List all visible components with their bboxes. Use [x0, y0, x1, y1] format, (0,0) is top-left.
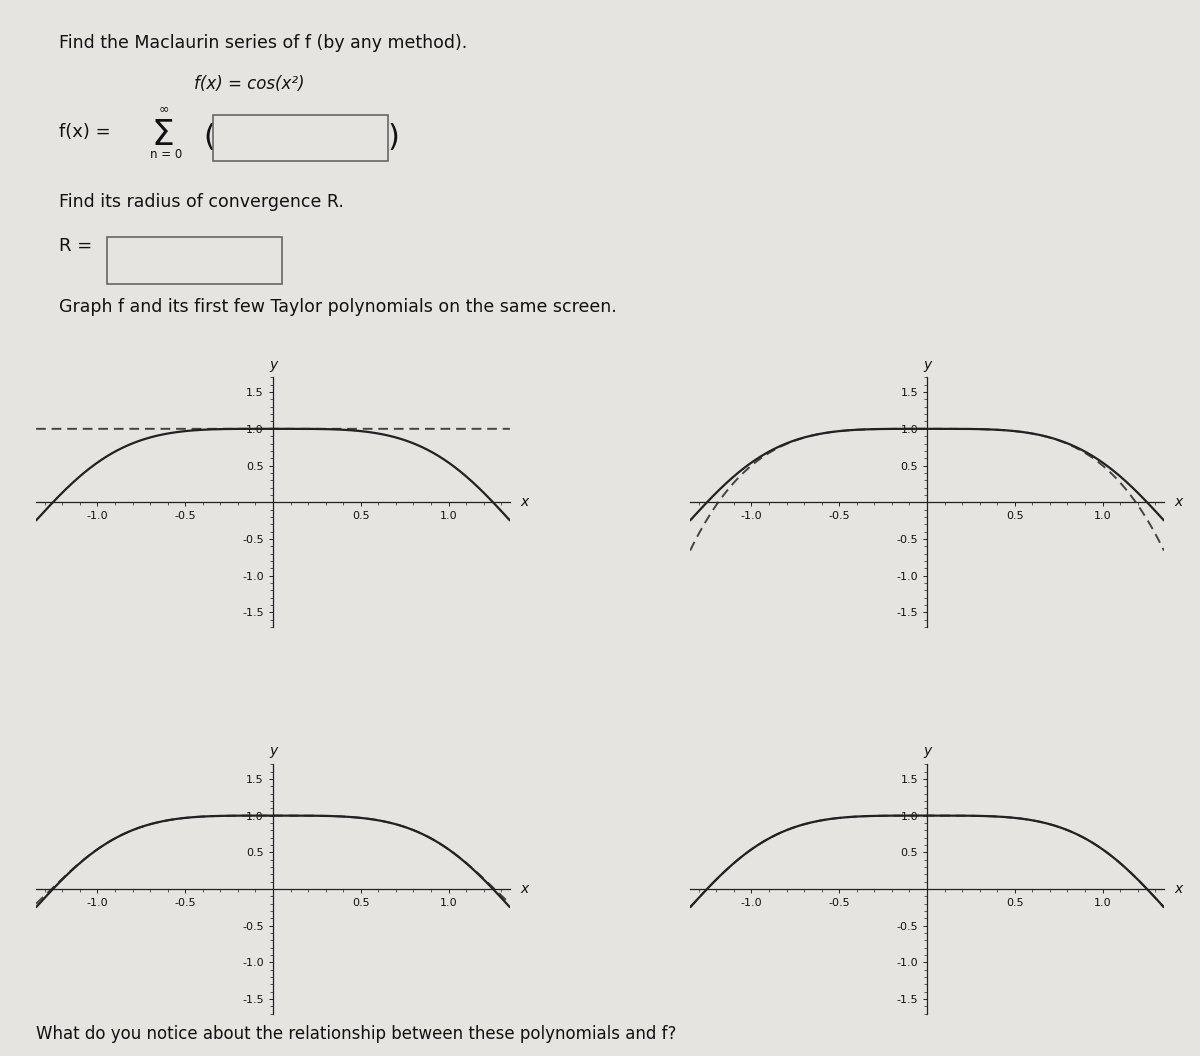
Text: n = 0: n = 0: [150, 149, 182, 162]
Text: y: y: [269, 358, 277, 372]
Text: (: (: [203, 122, 215, 152]
Text: Graph f and its first few Taylor polynomials on the same screen.: Graph f and its first few Taylor polynom…: [59, 298, 617, 316]
Text: x: x: [1175, 495, 1183, 509]
Text: Σ: Σ: [151, 118, 174, 152]
Text: y: y: [269, 744, 277, 758]
Text: Find its radius of convergence R.: Find its radius of convergence R.: [59, 193, 343, 211]
Text: What do you notice about the relationship between these polynomials and f?: What do you notice about the relationshi…: [36, 1025, 677, 1043]
Text: x: x: [521, 882, 529, 895]
Text: R =: R =: [59, 238, 97, 256]
Text: x: x: [1175, 882, 1183, 895]
Text: x: x: [521, 495, 529, 509]
FancyBboxPatch shape: [214, 115, 388, 162]
Text: y: y: [923, 358, 931, 372]
Text: ): ): [388, 122, 400, 152]
Text: f(x) =: f(x) =: [59, 122, 116, 140]
Text: f(x) = cos(x²): f(x) = cos(x²): [194, 75, 305, 93]
Text: y: y: [923, 744, 931, 758]
Text: Find the Maclaurin series of f (by any method).: Find the Maclaurin series of f (by any m…: [59, 34, 467, 52]
FancyBboxPatch shape: [107, 238, 282, 284]
Text: ∞: ∞: [158, 102, 169, 115]
